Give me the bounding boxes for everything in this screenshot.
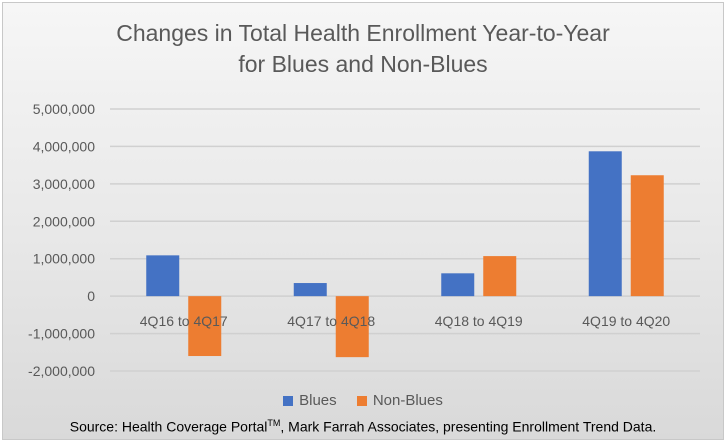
x-category-label: 4Q18 to 4Q19 — [435, 313, 523, 329]
chart-title-line1: Changes in Total Health Enrollment Year-… — [116, 20, 610, 46]
trademark: TM — [267, 418, 281, 428]
source-note: Source: Health Coverage PortalTM, Mark F… — [0, 418, 726, 435]
x-category-label: 4Q17 to 4Q18 — [287, 313, 375, 329]
source-suffix: , Mark Farrah Associates, presenting Enr… — [280, 418, 657, 435]
y-tick-label: 1,000,000 — [33, 251, 95, 267]
y-tick-label: 0 — [87, 288, 95, 304]
legend-item-blues: Blues — [283, 392, 337, 409]
y-tick-label: 5,000,000 — [33, 101, 95, 117]
y-tick-label: 3,000,000 — [33, 176, 95, 192]
bar-non-blues — [483, 256, 517, 297]
legend-item-non-blues: Non-Blues — [356, 392, 443, 409]
bar-blues — [588, 151, 622, 297]
legend-swatch-non-blues — [356, 395, 367, 406]
bar-blues — [146, 255, 180, 297]
legend-swatch-blues — [283, 395, 294, 406]
bar-blues — [293, 283, 327, 297]
y-tick-label: -2,000,000 — [28, 363, 95, 379]
bar-non-blues — [188, 296, 222, 357]
chart-title-line2: for Blues and Non-Blues — [238, 51, 488, 77]
x-category-label: 4Q19 to 4Q20 — [582, 313, 670, 329]
legend-label-blues: Blues — [299, 392, 337, 409]
bar-non-blues — [335, 296, 369, 358]
y-tick-label: 4,000,000 — [33, 138, 95, 154]
chart-title: Changes in Total Health Enrollment Year-… — [0, 18, 726, 80]
legend: Blues Non-Blues — [0, 392, 726, 410]
y-tick-label: 2,000,000 — [33, 213, 95, 229]
legend-label-non-blues: Non-Blues — [372, 392, 443, 409]
bar-blues — [441, 273, 475, 297]
source-prefix: Source: Health Coverage Portal — [69, 418, 268, 435]
x-category-label: 4Q16 to 4Q17 — [140, 313, 228, 329]
y-tick-label: -1,000,000 — [28, 326, 95, 342]
bar-non-blues — [630, 175, 664, 297]
